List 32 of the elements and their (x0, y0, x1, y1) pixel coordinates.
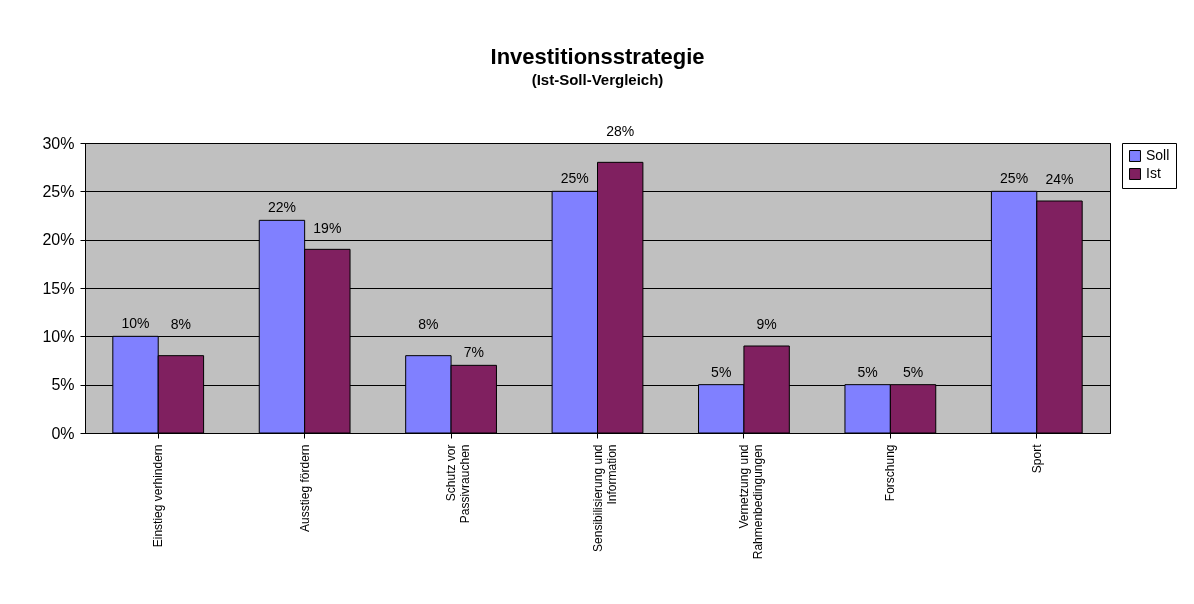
data-label: 5% (711, 363, 732, 380)
data-label: 8% (418, 316, 439, 333)
data-label: 7% (463, 344, 484, 361)
y-tick-label: 15% (42, 279, 75, 297)
x-tick-label: Ausstieg fördern (297, 444, 312, 532)
x-tick-label: Schutz vor Passivrauchen (444, 444, 473, 524)
data-label: 25% (1000, 170, 1029, 187)
y-tick-label: 25% (42, 182, 75, 200)
data-label: 25% (560, 170, 589, 187)
y-tick-label: 10% (42, 327, 75, 345)
data-label: 28% (606, 123, 635, 139)
data-label: 19% (313, 219, 342, 236)
data-label: 9% (756, 316, 777, 333)
data-label: 24% (1045, 171, 1074, 188)
x-tick-label: Forschung (883, 444, 898, 502)
chart-title: Investitionsstrategie (490, 44, 705, 69)
x-tick-label: Einstieg verhindern (151, 444, 166, 548)
legend-label: Ist (1146, 165, 1161, 181)
y-tick-label: 20% (42, 231, 75, 249)
x-tick-label: Sport (1029, 443, 1044, 474)
data-label: 10% (121, 315, 150, 332)
chart-subtitle: (Ist-Soll-Vergleich) (531, 71, 664, 88)
y-tick-label: 0% (51, 424, 75, 442)
y-tick-label: 5% (51, 376, 75, 394)
data-label: 5% (902, 363, 924, 380)
legend-label: Soll (1146, 147, 1170, 163)
data-label: 22% (267, 199, 296, 216)
x-tick-label: Vernetzung und Rahmenbedingungen (736, 444, 765, 560)
y-tick-label: 30% (42, 134, 75, 152)
data-label: 5% (857, 363, 878, 380)
data-label: 8% (170, 316, 192, 333)
x-tick-label: Sensibilisierung und Information (590, 444, 619, 552)
